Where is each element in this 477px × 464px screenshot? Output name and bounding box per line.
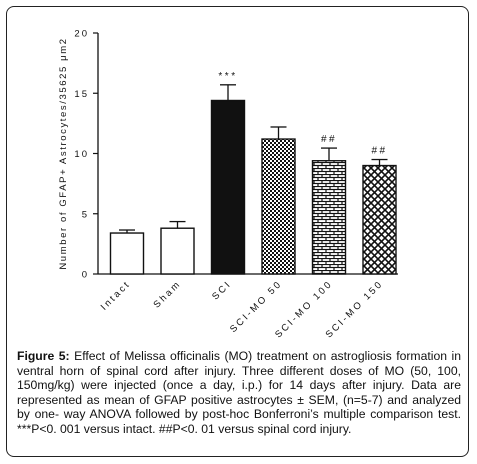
bar [261,138,296,275]
y-tick-label: 10 [74,149,89,160]
y-tick-label: 5 [82,209,89,220]
category-label: SCI-MO 50 [228,278,285,335]
bar [311,160,347,275]
y-tick-label: 20 [74,29,89,40]
caption-label: Figure 5: [17,349,70,363]
significance-label: ## [321,134,337,145]
y-tick-label: 0 [82,270,89,281]
bar-chart: 0 5 10 15 20 Number of GFAP+ Astrocytes/35625… [58,29,398,340]
figure-frame [6,6,469,457]
category-label: SCI [210,278,234,302]
caption-text: Effect of Melissa officinalis (MO) treat… [17,349,462,436]
bar [362,164,397,275]
y-tick-label: 15 [74,89,89,100]
bar [160,227,195,275]
category-label: Intact [99,278,133,312]
category-label: Sham [152,278,184,310]
significance-label: *** [218,71,237,82]
figure-caption: Figure 5: Effect of Melissa officinalis … [17,349,461,437]
bar [109,232,145,275]
y-axis-label: Number of GFAP+ Astrocytes/35625 μm2 [58,37,69,269]
bar [210,99,246,275]
significance-label: ## [371,146,387,157]
